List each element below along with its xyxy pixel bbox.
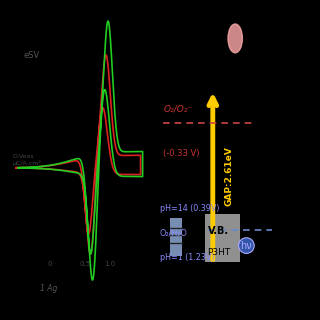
Text: V.B.: V.B. [208,226,229,236]
Text: P3HT: P3HT [207,248,230,257]
Bar [205,214,240,262]
Text: D-Veas
μC/A·cm²: D-Veas μC/A·cm² [13,154,42,166]
Text: O₂/O₂⁻: O₂/O₂⁻ [163,105,192,114]
Text: 1.0: 1.0 [104,260,115,267]
Text: eSV: eSV [24,51,40,60]
Circle shape [228,24,243,53]
Text: pH=14 (0.39V): pH=14 (0.39V) [160,204,220,213]
Bar [170,218,181,256]
Text: (-0.33 V): (-0.33 V) [163,149,200,158]
Text: GAP:2.61eV: GAP:2.61eV [224,146,233,206]
Text: hν: hν [241,241,252,251]
Text: 0: 0 [48,260,52,267]
FancyArrowPatch shape [209,98,217,260]
Text: O₂/H₂O: O₂/H₂O [160,229,188,238]
Text: 1 Ag: 1 Ag [40,284,57,293]
Text: pH=1 (1.23V): pH=1 (1.23V) [160,253,214,262]
Text: 0.5: 0.5 [80,260,91,267]
